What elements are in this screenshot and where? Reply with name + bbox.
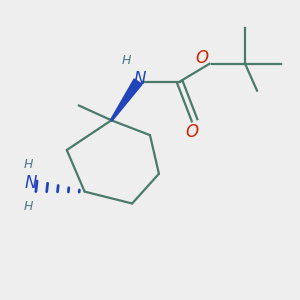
Text: N: N: [25, 174, 37, 192]
Text: O: O: [185, 123, 198, 141]
Text: O: O: [196, 49, 208, 67]
Text: H: H: [23, 158, 33, 171]
Text: N: N: [134, 70, 146, 88]
Polygon shape: [111, 79, 142, 121]
Text: H: H: [23, 200, 33, 213]
Text: H: H: [122, 54, 131, 67]
